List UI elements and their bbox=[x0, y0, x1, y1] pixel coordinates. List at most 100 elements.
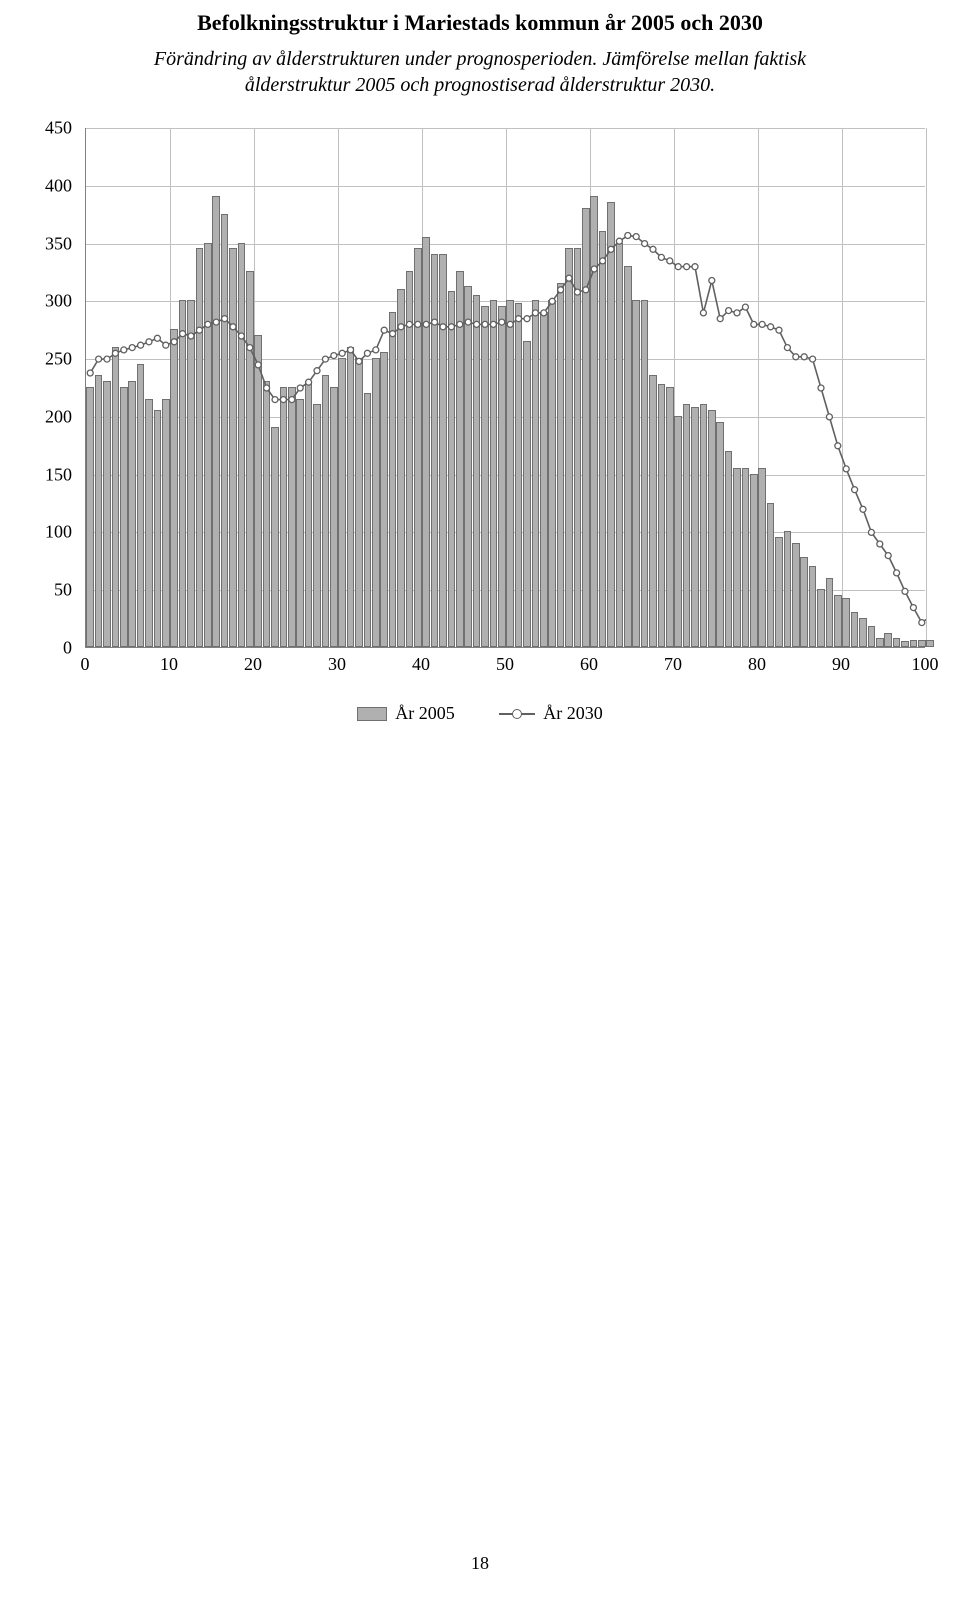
bar bbox=[918, 640, 925, 647]
y-tick-label: 150 bbox=[45, 464, 72, 485]
bar bbox=[523, 341, 530, 647]
x-tick-label: 80 bbox=[748, 654, 766, 675]
bar bbox=[725, 451, 732, 647]
bar bbox=[607, 202, 614, 647]
bar bbox=[859, 618, 866, 647]
bar bbox=[901, 641, 908, 647]
bar-swatch-icon bbox=[357, 707, 387, 721]
x-tick-label: 100 bbox=[912, 654, 939, 675]
legend-line: År 2030 bbox=[499, 703, 603, 724]
x-tick-label: 90 bbox=[832, 654, 850, 675]
bar bbox=[322, 375, 329, 647]
bar bbox=[431, 254, 438, 647]
bar bbox=[187, 300, 194, 647]
bar bbox=[448, 291, 455, 647]
bar bbox=[364, 393, 371, 647]
x-tick-label: 70 bbox=[664, 654, 682, 675]
bar bbox=[86, 387, 93, 647]
bar bbox=[296, 399, 303, 647]
x-tick-label: 60 bbox=[580, 654, 598, 675]
bar bbox=[162, 399, 169, 647]
y-axis: 050100150200250300350400450 bbox=[30, 128, 80, 648]
bar bbox=[624, 266, 631, 647]
bar bbox=[548, 300, 555, 647]
bar bbox=[196, 248, 203, 647]
bar bbox=[632, 300, 639, 647]
bar bbox=[666, 387, 673, 647]
bar bbox=[397, 289, 404, 647]
bar bbox=[700, 404, 707, 647]
y-tick-label: 100 bbox=[45, 522, 72, 543]
y-tick-label: 400 bbox=[45, 175, 72, 196]
y-tick-label: 50 bbox=[54, 580, 72, 601]
bar bbox=[641, 300, 648, 647]
bar bbox=[154, 410, 161, 647]
chart-title: Befolkningsstruktur i Mariestads kommun … bbox=[90, 10, 870, 36]
bar bbox=[599, 231, 606, 647]
bar bbox=[112, 347, 119, 647]
bar bbox=[716, 422, 723, 647]
y-tick-label: 250 bbox=[45, 349, 72, 370]
bar bbox=[565, 248, 572, 647]
x-tick-label: 40 bbox=[412, 654, 430, 675]
y-tick-label: 200 bbox=[45, 406, 72, 427]
bar bbox=[809, 566, 816, 647]
bar bbox=[439, 254, 446, 647]
bar bbox=[649, 375, 656, 647]
bar bbox=[910, 640, 917, 647]
bar bbox=[540, 312, 547, 647]
bar bbox=[263, 381, 270, 647]
bar bbox=[238, 243, 245, 647]
y-tick-label: 0 bbox=[63, 638, 72, 659]
bar bbox=[280, 387, 287, 647]
page-number: 18 bbox=[0, 1553, 960, 1574]
chart: 050100150200250300350400450 010203040506… bbox=[30, 128, 930, 726]
bar bbox=[389, 312, 396, 647]
bar bbox=[372, 358, 379, 647]
bar bbox=[414, 248, 421, 647]
bar bbox=[733, 468, 740, 647]
bar bbox=[750, 474, 757, 647]
bar bbox=[456, 271, 463, 647]
bar-series bbox=[86, 128, 925, 647]
y-tick-label: 300 bbox=[45, 291, 72, 312]
bar bbox=[767, 503, 774, 647]
bar bbox=[674, 416, 681, 647]
bar bbox=[532, 300, 539, 647]
x-axis: 0102030405060708090100 bbox=[85, 648, 925, 678]
bar bbox=[800, 557, 807, 647]
bar bbox=[784, 531, 791, 647]
bar bbox=[145, 399, 152, 647]
legend: År 2005 År 2030 bbox=[60, 703, 900, 726]
bar bbox=[758, 468, 765, 647]
bar bbox=[490, 300, 497, 647]
legend-line-label: År 2030 bbox=[543, 703, 603, 724]
bar bbox=[842, 598, 849, 647]
bar bbox=[506, 300, 513, 647]
x-tick-label: 30 bbox=[328, 654, 346, 675]
bar bbox=[574, 248, 581, 647]
bar bbox=[851, 612, 858, 647]
bar bbox=[708, 410, 715, 647]
bar bbox=[481, 306, 488, 647]
y-tick-label: 450 bbox=[45, 118, 72, 139]
x-tick-label: 20 bbox=[244, 654, 262, 675]
bar bbox=[876, 638, 883, 647]
bar bbox=[817, 589, 824, 647]
bar bbox=[834, 595, 841, 647]
bar bbox=[347, 347, 354, 647]
bar bbox=[179, 300, 186, 647]
bar bbox=[212, 196, 219, 647]
bar bbox=[464, 286, 471, 647]
bar bbox=[355, 358, 362, 647]
bar bbox=[616, 243, 623, 647]
bar bbox=[742, 468, 749, 647]
bar bbox=[792, 543, 799, 647]
plot-area bbox=[85, 128, 925, 648]
bar bbox=[288, 387, 295, 647]
bar bbox=[380, 352, 387, 647]
bar bbox=[128, 381, 135, 647]
bar bbox=[893, 638, 900, 647]
bar bbox=[826, 578, 833, 647]
bar bbox=[120, 387, 127, 647]
